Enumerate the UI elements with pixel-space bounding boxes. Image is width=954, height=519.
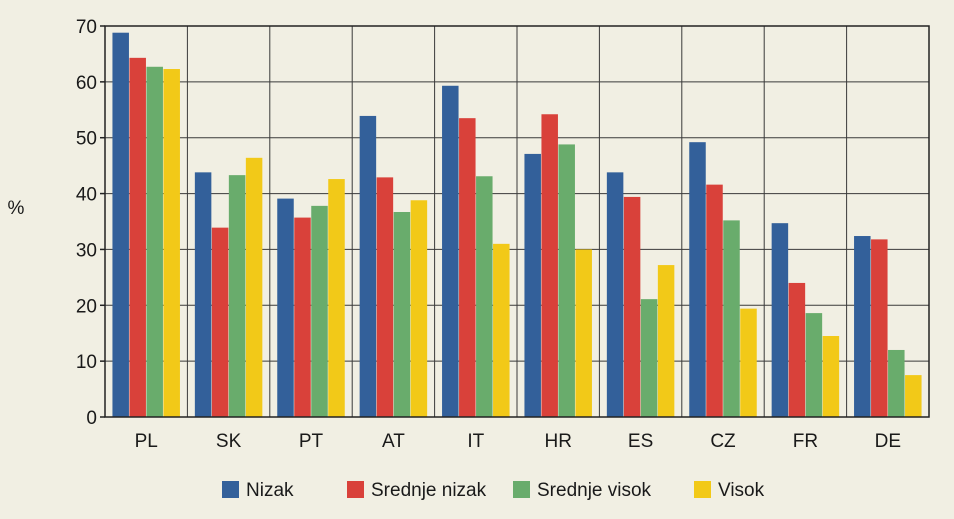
x-tick-label-fr: FR	[793, 431, 818, 452]
bar-it-nizak	[442, 85, 459, 417]
x-axis-ticks: PL SK PT AT IT HR ES CZ FR DE	[135, 431, 901, 452]
bar-sk-visok	[245, 157, 263, 417]
bar-es-nizak	[606, 172, 624, 417]
x-tick-label-pl: PL	[135, 431, 158, 452]
bar-at-srednje-nizak	[376, 177, 394, 417]
legend-swatch-srednje-nizak	[347, 481, 364, 498]
legend-swatch-visok	[694, 481, 711, 498]
x-tick-label-at: AT	[382, 431, 405, 452]
bar-fr-visok	[822, 336, 840, 417]
bar-pt-visok	[328, 179, 345, 417]
bar-cz-visok	[740, 308, 757, 417]
bar-cz-srednje-nizak	[706, 184, 723, 417]
bar-sk-srednje-nizak	[211, 227, 229, 417]
bar-cz-srednje-visok	[723, 220, 740, 417]
bar-es-srednje-visok	[640, 299, 658, 417]
bar-de-srednje-nizak	[871, 239, 888, 417]
bar-pl-srednje-visok	[146, 66, 163, 418]
y-tick-label: 50	[76, 129, 97, 150]
x-tick-label-pt: PT	[299, 431, 324, 452]
y-tick-label: 20	[76, 296, 97, 317]
plot-frame	[104, 25, 930, 418]
y-tick-label: 70	[76, 17, 97, 38]
bar-pl-visok	[163, 69, 180, 417]
x-tick-label-cz: CZ	[710, 431, 736, 452]
y-tick-label: 60	[76, 73, 97, 94]
bar-sk-nizak	[194, 172, 212, 417]
legend: Nizak Srednje nizak Srednje visok Visok	[222, 480, 765, 501]
grid	[105, 25, 929, 418]
bar-pt-srednje-nizak	[294, 217, 311, 417]
bar-hr-srednje-visok	[558, 144, 575, 417]
legend-label-nizak: Nizak	[246, 480, 294, 501]
bar-at-visok	[410, 200, 428, 417]
bar-fr-srednje-visok	[805, 313, 823, 417]
bar-hr-nizak	[524, 153, 541, 418]
bar-pl-srednje-nizak	[129, 57, 146, 418]
y-axis-ticks: 0 10 20 30 40 50 60 70	[76, 17, 105, 429]
bar-at-srednje-visok	[393, 212, 411, 417]
y-axis-label: %	[8, 198, 25, 219]
bar-es-visok	[657, 265, 675, 417]
x-tick-label-it: IT	[467, 431, 484, 452]
y-tick-label: 30	[76, 240, 97, 261]
bar-pt-srednje-visok	[311, 205, 328, 417]
y-tick-label: 10	[76, 352, 97, 373]
bar-it-visok	[493, 243, 510, 417]
x-tick-label-hr: HR	[544, 431, 571, 452]
bar-sk-srednje-visok	[228, 175, 246, 417]
y-tick-label: 40	[76, 185, 97, 206]
y-tick-label: 0	[86, 408, 97, 429]
bar-de-visok	[905, 375, 922, 417]
bar-it-srednje-nizak	[459, 118, 476, 418]
bar-pt-nizak	[277, 198, 294, 417]
bar-hr-visok	[575, 249, 592, 417]
legend-label-srednje-nizak: Srednje nizak	[371, 480, 487, 501]
x-tick-label-sk: SK	[216, 431, 242, 452]
bar-hr-srednje-nizak	[541, 114, 558, 418]
bar-pl-nizak	[112, 32, 129, 418]
bar-cz-nizak	[689, 142, 706, 417]
bar-it-srednje-visok	[476, 176, 493, 417]
legend-swatch-nizak	[222, 481, 239, 498]
bar-es-srednje-nizak	[623, 196, 641, 417]
bar-de-nizak	[854, 236, 871, 417]
legend-swatch-srednje-visok	[513, 481, 530, 498]
plot-border	[104, 25, 930, 418]
bar-fr-nizak	[771, 223, 789, 417]
x-tick-label-es: ES	[628, 431, 653, 452]
legend-label-srednje-visok: Srednje visok	[537, 480, 652, 501]
bar-de-srednje-visok	[888, 349, 905, 417]
bar-at-nizak	[359, 115, 377, 418]
bar-fr-srednje-nizak	[788, 282, 806, 417]
bars	[112, 32, 922, 418]
x-tick-label-de: DE	[875, 431, 901, 452]
legend-label-visok: Visok	[718, 480, 765, 501]
